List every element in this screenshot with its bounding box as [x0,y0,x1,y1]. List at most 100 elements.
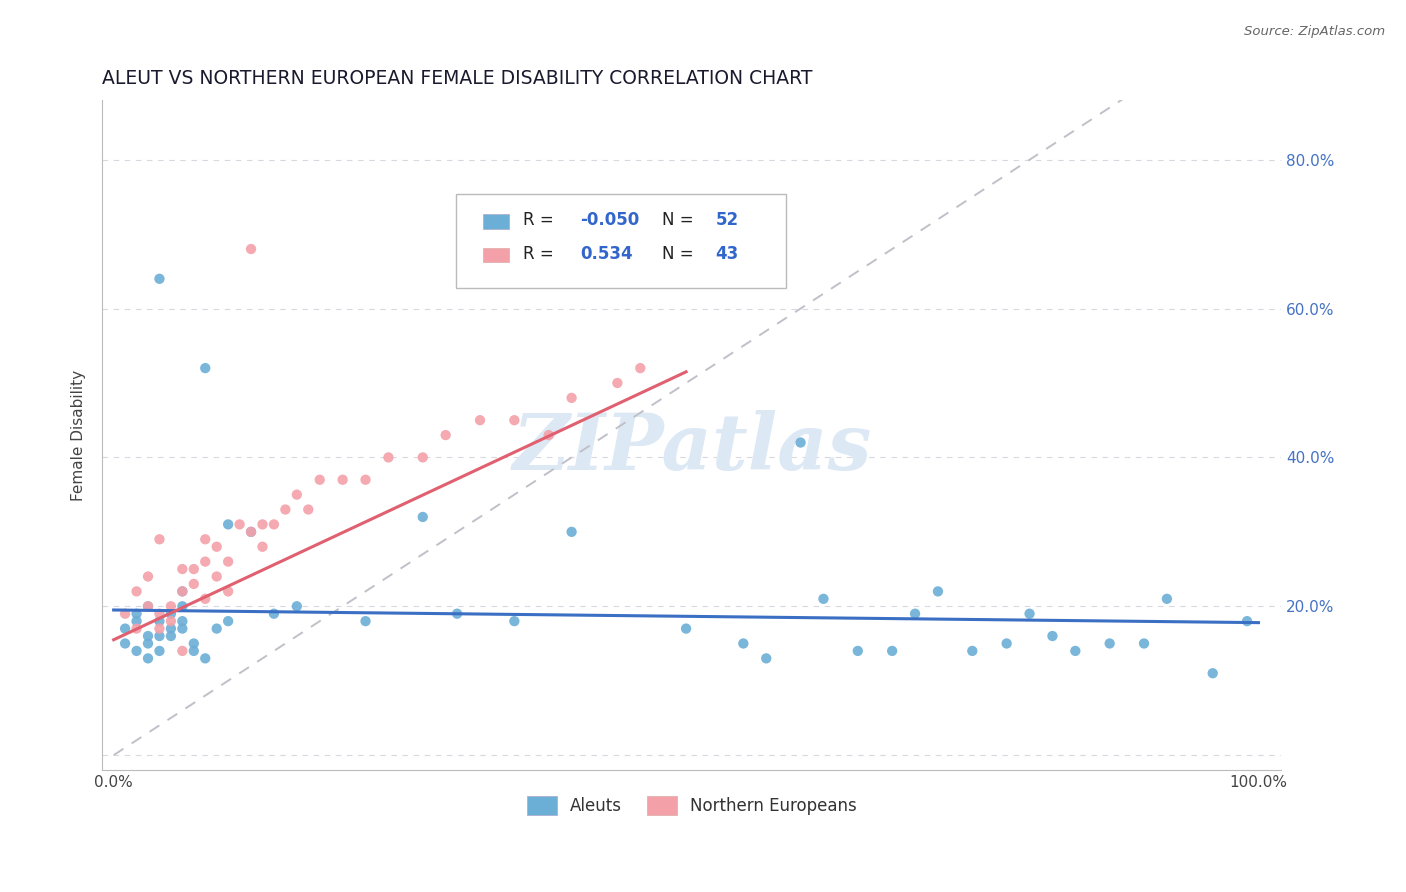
Point [412,510,434,524]
Point [172,622,194,636]
Point [136,651,159,665]
Point [1133,636,1156,650]
Text: R =: R = [523,211,554,229]
Text: Source: ZipAtlas.com: Source: ZipAtlas.com [1244,25,1385,38]
Point [114,636,136,650]
Point [1236,614,1258,628]
Point [446,607,468,621]
Point [434,428,457,442]
Point [789,435,811,450]
Point [240,242,263,256]
Point [628,361,651,376]
Text: ZIPatlas: ZIPatlas [512,410,872,487]
Point [136,599,159,614]
Point [148,614,170,628]
Point [503,614,526,628]
Point [136,569,159,583]
Point [354,614,377,628]
Point [160,622,183,636]
Point [125,584,148,599]
Point [308,473,330,487]
Point [136,599,159,614]
Point [755,651,778,665]
Point [125,614,148,628]
Point [172,599,194,614]
Point [675,622,697,636]
Y-axis label: Female Disability: Female Disability [72,369,86,500]
Point [252,517,274,532]
Point [263,517,285,532]
Point [927,584,949,599]
Point [217,584,239,599]
Point [194,591,217,606]
Point [733,636,755,650]
Point [194,651,217,665]
Legend: Aleuts, Northern Europeans: Aleuts, Northern Europeans [520,789,863,822]
Point [904,607,927,621]
Point [882,644,904,658]
Point [114,607,136,621]
Bar [484,248,509,262]
Point [285,599,308,614]
Point [183,562,205,576]
Point [205,622,228,636]
Point [148,644,170,658]
Point [114,622,136,636]
Point [228,517,250,532]
Point [160,614,183,628]
Point [172,584,194,599]
Point [412,450,434,465]
Point [1202,666,1225,681]
Point [136,629,159,643]
FancyBboxPatch shape [456,194,786,288]
Point [148,622,170,636]
Point [285,488,308,502]
Point [354,473,377,487]
Point [194,533,217,547]
Point [995,636,1018,650]
Point [503,413,526,427]
Point [263,607,285,621]
Text: N =: N = [662,244,695,262]
Point [160,607,183,621]
Point [172,562,194,576]
Point [148,533,170,547]
Text: ALEUT VS NORTHERN EUROPEAN FEMALE DISABILITY CORRELATION CHART: ALEUT VS NORTHERN EUROPEAN FEMALE DISABI… [103,69,813,87]
Point [561,524,583,539]
Point [125,644,148,658]
Point [217,517,239,532]
Point [172,644,194,658]
Point [136,636,159,650]
Point [172,584,194,599]
Point [377,450,399,465]
Point [846,644,869,658]
Point [332,473,354,487]
Point [537,428,560,442]
Point [205,540,228,554]
Bar [484,214,509,228]
Text: -0.050: -0.050 [579,211,640,229]
Point [962,644,984,658]
Point [1018,607,1040,621]
Point [217,614,239,628]
Text: N =: N = [662,211,695,229]
Point [813,591,835,606]
Point [172,614,194,628]
Point [217,555,239,569]
Point [240,524,263,539]
Point [160,599,183,614]
Point [183,577,205,591]
Point [148,629,170,643]
Text: R =: R = [523,244,554,262]
Point [274,502,297,516]
Point [297,502,319,516]
Text: 0.534: 0.534 [579,244,633,262]
Point [561,391,583,405]
Point [240,524,263,539]
Point [1156,591,1178,606]
Point [468,413,491,427]
Point [1042,629,1064,643]
Point [252,540,274,554]
Point [125,607,148,621]
Point [183,644,205,658]
